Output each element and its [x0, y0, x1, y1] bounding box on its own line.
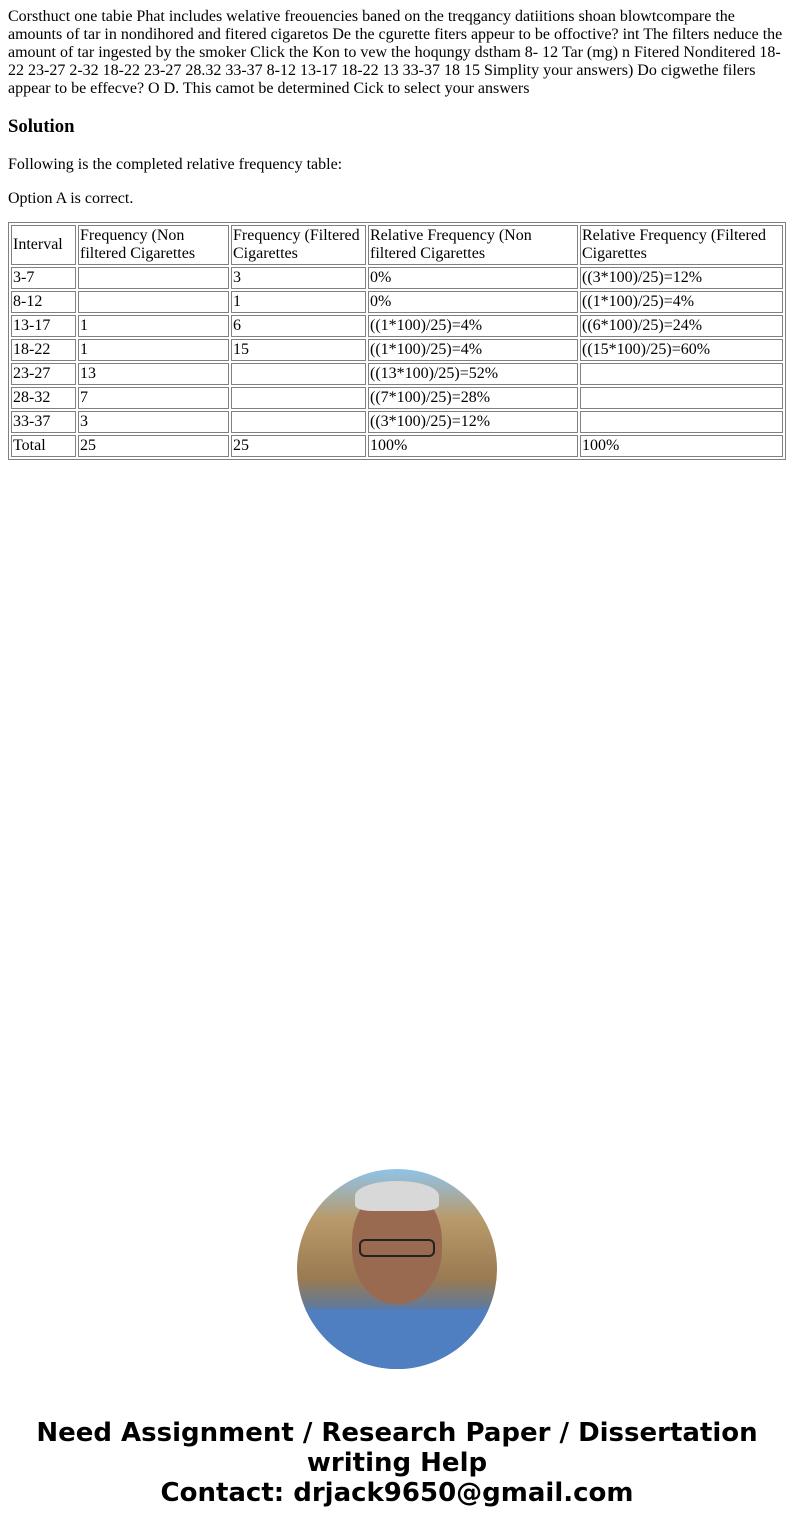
answer-text: Option A is correct.: [8, 190, 134, 207]
table-cell: Total: [11, 435, 76, 457]
table-row: 33-37 3 ((3*100)/25)=12%: [11, 411, 783, 433]
table-cell: 18-22: [11, 339, 76, 361]
table-cell: 33-37: [11, 411, 76, 433]
table-cell: 28-32: [11, 387, 76, 409]
author-avatar: [297, 1169, 497, 1369]
table-cell: ((1*100)/25)=4%: [580, 291, 783, 313]
question-text: Corsthuct one tabie Phat includes welati…: [8, 8, 783, 97]
table-cell: 6: [231, 315, 366, 337]
table-cell: 8-12: [11, 291, 76, 313]
promo-banner: Need Assignment / Research Paper / Disse…: [8, 1418, 786, 1508]
table-cell: Relative Frequency (Filtered Cigarettes: [580, 225, 783, 265]
relative-frequency-table: Interval Frequency (Non filtered Cigarett…: [8, 222, 786, 460]
table-cell: [580, 363, 783, 385]
table-cell: 25: [78, 435, 229, 457]
table-row: Total 25 25 100% 100%: [11, 435, 783, 457]
table-cell: 0%: [368, 267, 578, 289]
table-cell: 0%: [368, 291, 578, 313]
table-row: 28-32 7 ((7*100)/25)=28%: [11, 387, 783, 409]
table-cell: 100%: [368, 435, 578, 457]
table-cell: 1: [78, 315, 229, 337]
table-cell: 3: [78, 411, 229, 433]
table-cell: [231, 387, 366, 409]
table-cell: [78, 267, 229, 289]
solution-heading: Solution: [8, 116, 75, 137]
table-cell: 1: [78, 339, 229, 361]
table-row: 13-17 1 6 ((1*100)/25)=4% ((6*100)/25)=24%: [11, 315, 783, 337]
table-cell: 3-7: [11, 267, 76, 289]
table-cell: ((1*100)/25)=4%: [368, 339, 578, 361]
table-cell: [231, 411, 366, 433]
table-cell: Frequency (Filtered Cigarettes: [231, 225, 366, 265]
table-cell: [231, 363, 366, 385]
table-cell: 3: [231, 267, 366, 289]
table-row: 18-22 1 15 ((1*100)/25)=4% ((15*100)/25)=60%: [11, 339, 783, 361]
table-cell: 25: [231, 435, 366, 457]
table-cell: Relative Frequency (Non filtered Cigaret…: [368, 225, 578, 265]
table-cell: 7: [78, 387, 229, 409]
table-cell: 23-27: [11, 363, 76, 385]
table-cell: 15: [231, 339, 366, 361]
table-header-row: Interval Frequency (Non filtered Cigarett…: [11, 225, 783, 265]
table-cell: ((15*100)/25)=60%: [580, 339, 783, 361]
table-cell: ((3*100)/25)=12%: [368, 411, 578, 433]
table-row: 8-12 1 0% ((1*100)/25)=4%: [11, 291, 783, 313]
table-cell: Frequency (Non filtered Cigarettes: [78, 225, 229, 265]
table-cell: 13: [78, 363, 229, 385]
table-cell: 13-17: [11, 315, 76, 337]
table-cell: ((1*100)/25)=4%: [368, 315, 578, 337]
promo-line: Need Assignment / Research Paper / Disse…: [36, 1418, 758, 1478]
table-cell: [580, 411, 783, 433]
table-cell: 100%: [580, 435, 783, 457]
intro-text: Following is the completed relative freq…: [8, 156, 343, 173]
table-row: 3-7 3 0% ((3*100)/25)=12%: [11, 267, 783, 289]
table-cell: Interval: [11, 225, 76, 265]
table-row: 23-27 13 ((13*100)/25)=52%: [11, 363, 783, 385]
table-cell: 1: [231, 291, 366, 313]
table-cell: ((6*100)/25)=24%: [580, 315, 783, 337]
table-cell: [580, 387, 783, 409]
glasses: [359, 1239, 435, 1257]
table-cell: ((7*100)/25)=28%: [368, 387, 578, 409]
table-cell: ((3*100)/25)=12%: [580, 267, 783, 289]
table-cell: [78, 291, 229, 313]
table-cell: ((13*100)/25)=52%: [368, 363, 578, 385]
promo-contact: Contact: drjack9650@gmail.com: [160, 1478, 634, 1508]
